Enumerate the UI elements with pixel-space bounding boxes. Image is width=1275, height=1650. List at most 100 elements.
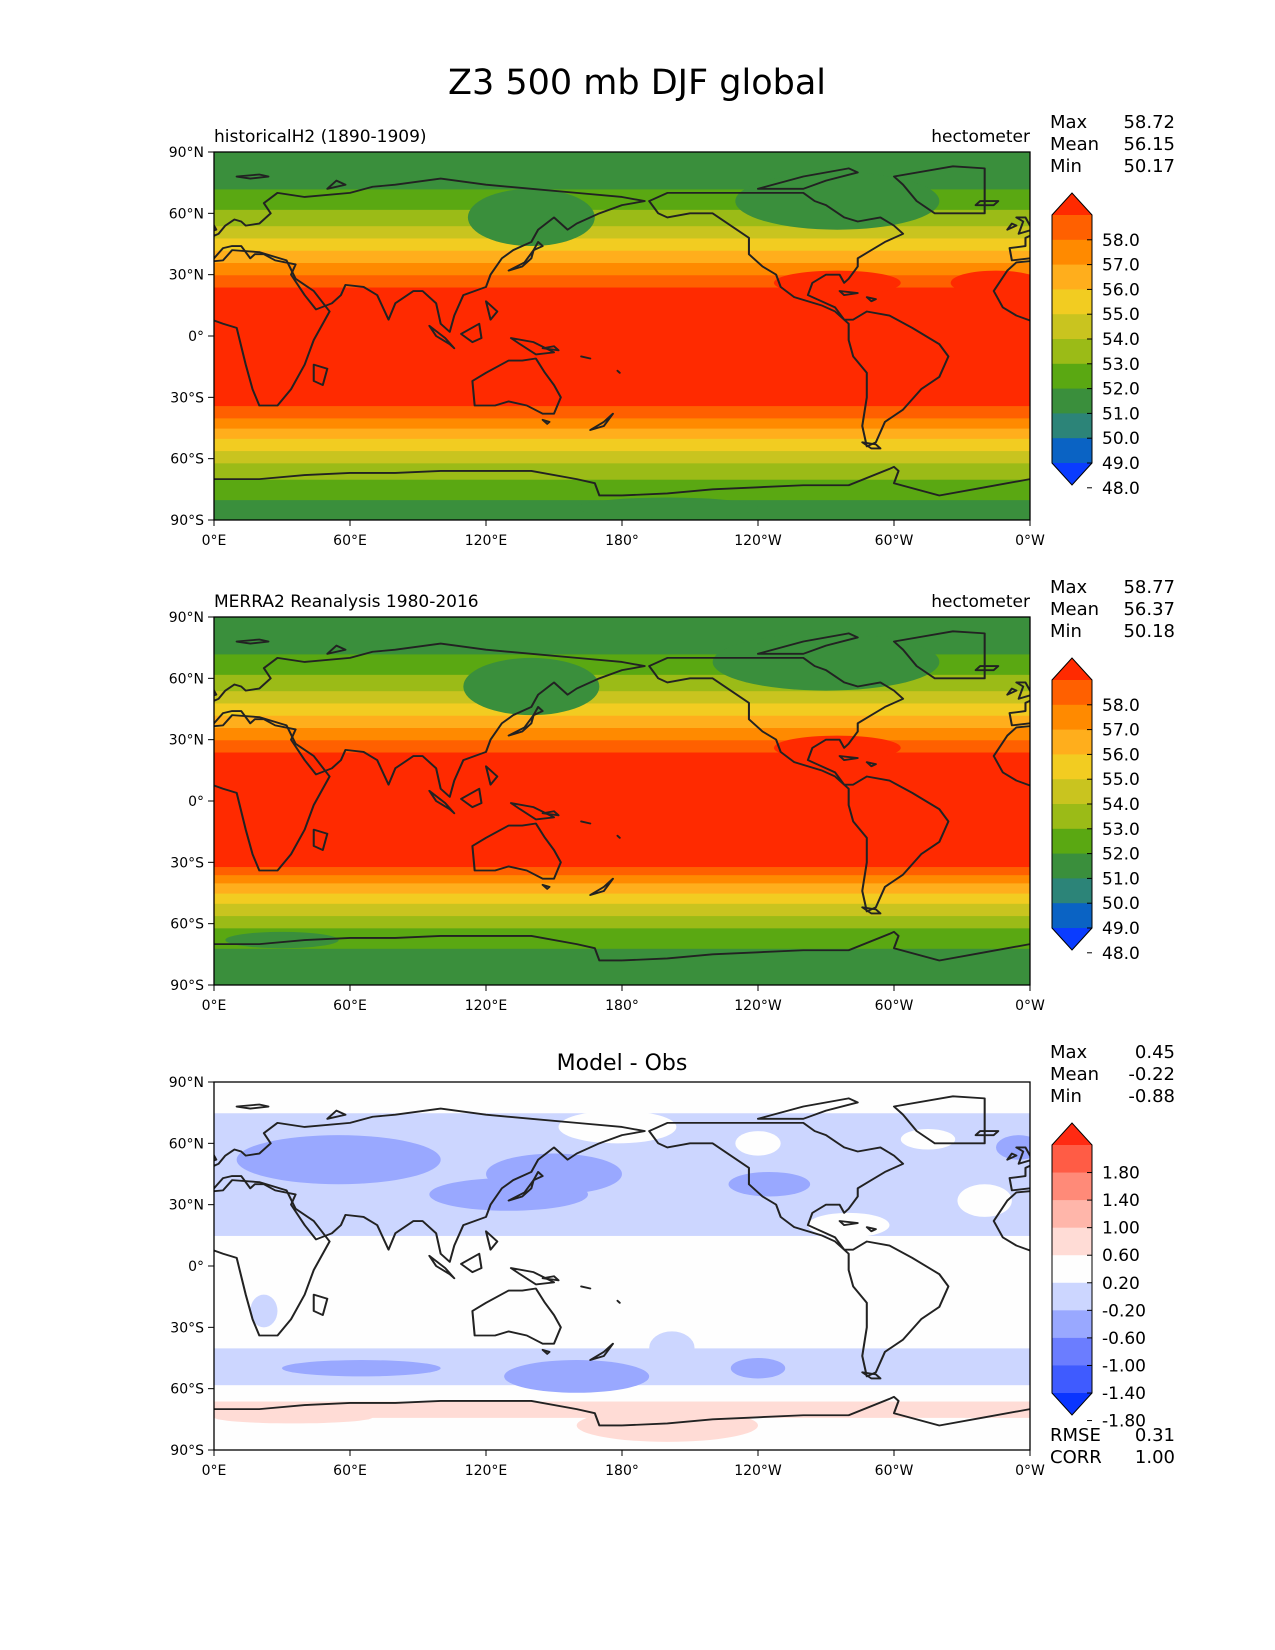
contour-band-6 bbox=[214, 874, 1030, 884]
lon-tick-label: 60°W bbox=[875, 998, 914, 1014]
colorbar-label: 50.0 bbox=[1102, 429, 1140, 449]
contour-band-1 bbox=[214, 1400, 1030, 1418]
stat-value: 58.77 bbox=[1123, 577, 1175, 598]
stat-label: Max bbox=[1050, 577, 1088, 598]
map-field bbox=[214, 1082, 1030, 1450]
colorbar-swatch bbox=[1052, 1365, 1092, 1394]
colorbar-swatch bbox=[1052, 779, 1092, 805]
figure-title: Z3 500 mb DJF global bbox=[448, 63, 826, 103]
lon-tick-label: 180° bbox=[605, 533, 639, 549]
colorbar-label: 53.0 bbox=[1102, 355, 1140, 375]
stat-value: 0.45 bbox=[1135, 1042, 1175, 1063]
colorbar-label: 54.0 bbox=[1102, 795, 1140, 815]
colorbar-swatch bbox=[1052, 729, 1092, 755]
colorbar-swatch bbox=[1052, 314, 1092, 340]
lat-tick-label: 0° bbox=[188, 794, 204, 810]
colorbar-swatch bbox=[1052, 1255, 1092, 1284]
colorbar-extend-bottom bbox=[1052, 1393, 1092, 1415]
colorbar-label: 52.0 bbox=[1102, 845, 1140, 865]
colorbar: 58.0 57.0 56.0 55.0 54.0 53.0 52.0 51.0 50.0 49.0… bbox=[1051, 657, 1140, 964]
colorbar-swatch bbox=[1052, 1227, 1092, 1256]
contour-band-4 bbox=[214, 438, 1030, 452]
contour-patch-2 bbox=[773, 270, 901, 296]
colorbar-label: 51.0 bbox=[1102, 869, 1140, 889]
metric-label: RMSE bbox=[1050, 1425, 1101, 1446]
panel-units: hectometer bbox=[931, 127, 1030, 147]
colorbar: 58.0 57.0 56.0 55.0 54.0 53.0 52.0 51.0 50.0 49.0… bbox=[1051, 192, 1140, 499]
lon-tick-label: 120°W bbox=[734, 533, 782, 549]
lat-tick-label: 60°S bbox=[170, 917, 204, 933]
colorbar-swatch bbox=[1052, 339, 1092, 365]
colorbar-swatch bbox=[1052, 438, 1092, 464]
lon-tick-label: 0°E bbox=[202, 998, 227, 1014]
lon-tick-label: 60°W bbox=[875, 1463, 914, 1479]
panel-center-title: Model - Obs bbox=[557, 1051, 688, 1076]
stat-label: Min bbox=[1050, 621, 1082, 642]
contour-band-9 bbox=[214, 739, 1030, 753]
lat-tick-label: 60°N bbox=[169, 1136, 204, 1152]
lat-tick-label: 90°S bbox=[170, 978, 204, 994]
map-field bbox=[214, 617, 1030, 985]
colorbar-label: 48.0 bbox=[1102, 944, 1140, 964]
contour-band-7 bbox=[214, 866, 1030, 876]
colorbar-label: 54.0 bbox=[1102, 330, 1140, 350]
lon-tick-label: 60°E bbox=[333, 533, 367, 549]
contour-band-6 bbox=[214, 417, 1030, 429]
contour-band-12 bbox=[214, 702, 1030, 716]
contour-band-4 bbox=[214, 893, 1030, 904]
contour-band-8 bbox=[214, 751, 1030, 868]
colorbar-label: 49.0 bbox=[1102, 919, 1140, 939]
lat-tick-label: 90°S bbox=[170, 1443, 204, 1459]
colorbar-swatch bbox=[1052, 1145, 1092, 1174]
colorbar-label: 0.20 bbox=[1102, 1274, 1140, 1294]
contour-band-4 bbox=[214, 1235, 1030, 1349]
lat-tick-label: 90°N bbox=[169, 610, 204, 626]
contour-band-6 bbox=[214, 1082, 1030, 1114]
stat-label: Min bbox=[1050, 156, 1082, 177]
contour-band-5 bbox=[214, 428, 1030, 439]
colorbar-label: 1.40 bbox=[1102, 1191, 1140, 1211]
colorbar-label: 56.0 bbox=[1102, 745, 1140, 765]
panel-diff: 90°N 60°N 30°N 0° 30°S 60°S 90°S 0°E 60°E 120°E 18… bbox=[169, 1042, 1175, 1479]
contour-patch-4 bbox=[576, 497, 758, 518]
lon-tick-label: 180° bbox=[605, 1463, 639, 1479]
contour-patch-14 bbox=[649, 1331, 695, 1365]
stat-value: 56.37 bbox=[1123, 599, 1175, 620]
lat-tick-label: 60°N bbox=[169, 206, 204, 222]
colorbar-swatch bbox=[1052, 704, 1092, 731]
colorbar-swatch bbox=[1052, 680, 1092, 706]
colorbar-label: -1.40 bbox=[1102, 1384, 1146, 1404]
lon-tick-label: 60°E bbox=[333, 1463, 367, 1479]
panel-left-title: MERRA2 Reanalysis 1980-2016 bbox=[214, 592, 479, 612]
panel-left-title: historicalH2 (1890-1909) bbox=[214, 127, 427, 147]
lon-tick-label: 0°E bbox=[202, 1463, 227, 1479]
colorbar-swatch bbox=[1052, 289, 1092, 315]
stat-label: Mean bbox=[1050, 599, 1099, 620]
contour-patch-9 bbox=[735, 1131, 781, 1156]
contour-patch-2 bbox=[486, 1153, 622, 1195]
colorbar-swatch bbox=[1052, 215, 1092, 241]
lon-tick-label: 0°E bbox=[202, 533, 227, 549]
colorbar-label: 58.0 bbox=[1102, 696, 1140, 716]
colorbar-swatch bbox=[1052, 388, 1092, 414]
colorbar-swatch bbox=[1052, 804, 1092, 830]
metric-value: 0.31 bbox=[1135, 1425, 1175, 1446]
colorbar-label: 58.0 bbox=[1102, 231, 1140, 251]
colorbar-label: 1.80 bbox=[1102, 1164, 1140, 1184]
colorbar-swatch bbox=[1052, 1282, 1092, 1311]
contour-band-9 bbox=[214, 274, 1030, 288]
colorbar-label: 52.0 bbox=[1102, 380, 1140, 400]
stat-label: Max bbox=[1050, 112, 1088, 133]
lat-tick-label: 30°S bbox=[170, 855, 204, 871]
contour-patch-3 bbox=[950, 270, 1030, 296]
contour-patch-3 bbox=[728, 1171, 811, 1197]
colorbar-label: -1.80 bbox=[1102, 1412, 1146, 1432]
colorbar-label: 55.0 bbox=[1102, 305, 1140, 325]
contour-band-10 bbox=[214, 262, 1030, 276]
lat-tick-label: 30°S bbox=[170, 390, 204, 406]
stat-label: Max bbox=[1050, 1042, 1088, 1063]
panel-units: hectometer bbox=[931, 592, 1030, 612]
colorbar-label: 1.00 bbox=[1102, 1219, 1140, 1239]
contour-band-7 bbox=[214, 405, 1030, 419]
